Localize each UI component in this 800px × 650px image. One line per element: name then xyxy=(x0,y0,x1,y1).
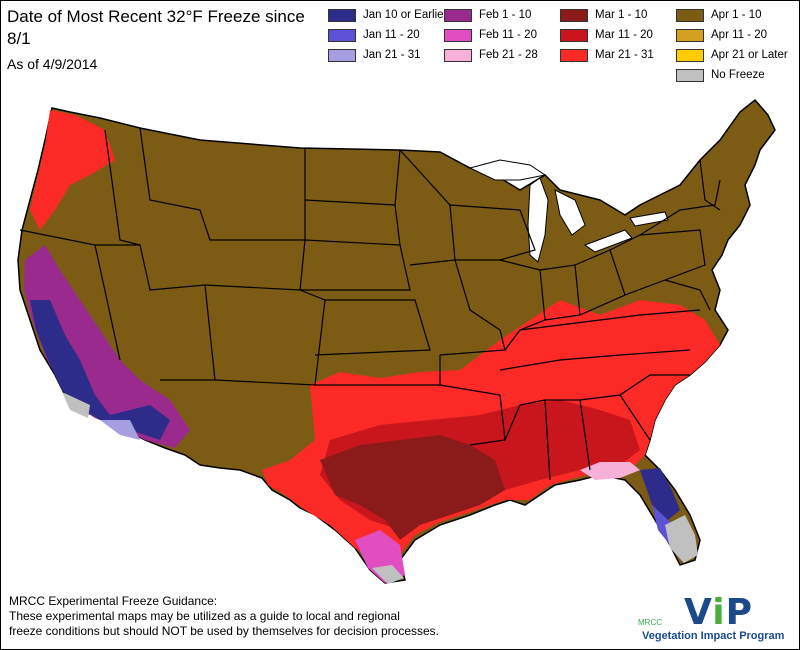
region-ca-nofreeze xyxy=(62,392,90,418)
legend-label: Feb 1 - 10 xyxy=(479,9,532,21)
legend-label: Jan 10 or Earlier xyxy=(363,9,448,21)
vip-logo: MRCC ViP Vegetation Impact Program xyxy=(628,592,796,646)
legend-item: Feb 11 - 20 xyxy=(444,28,537,42)
region-fl-nofreeze xyxy=(665,515,698,563)
legend-label: Feb 11 - 20 xyxy=(479,29,537,41)
footer-text-2: freeze conditions but should NOT be used… xyxy=(9,624,440,638)
legend-item: Mar 11 - 20 xyxy=(560,28,653,42)
legend-item: Jan 10 or Earlier xyxy=(328,8,447,22)
legend-item: Mar 21 - 31 xyxy=(560,48,654,62)
logo-org: MRCC xyxy=(638,618,662,627)
legend-item: Jan 21 - 31 xyxy=(328,48,421,62)
legend-item: Apr 1 - 10 xyxy=(676,8,762,22)
legend-item: Jan 11 - 20 xyxy=(328,28,420,42)
lake-superior xyxy=(468,159,547,181)
map-date: As of 4/9/2014 xyxy=(7,56,98,72)
legend-swatch xyxy=(560,8,588,22)
region-mar1 xyxy=(320,435,505,540)
legend-label: Apr 11 - 20 xyxy=(711,29,768,41)
region-ca-jan xyxy=(30,300,170,440)
legend-swatch xyxy=(676,48,704,62)
logo-letter-p: P xyxy=(725,592,753,633)
legend-item: No Freeze xyxy=(676,68,765,82)
legend-swatch xyxy=(444,28,472,42)
legend-swatch xyxy=(328,8,356,22)
legend-item: Apr 11 - 20 xyxy=(676,28,767,42)
legend-swatch xyxy=(328,28,356,42)
legend-label: Jan 11 - 20 xyxy=(363,29,420,41)
map-title: Date of Most Recent 32°F Freeze since 8/… xyxy=(7,7,305,48)
legend-item: Feb 21 - 28 xyxy=(444,48,538,62)
legend-swatch xyxy=(676,68,704,82)
legend-label: Apr 1 - 10 xyxy=(711,9,762,21)
logo-wordmark: ViP xyxy=(684,592,753,633)
region-nw-red xyxy=(30,110,115,230)
region-feb21-gulf xyxy=(580,462,640,480)
legend-swatch xyxy=(560,48,588,62)
legend-item: Feb 1 - 10 xyxy=(444,8,531,22)
lake-huron xyxy=(554,189,586,236)
legend-swatch xyxy=(676,8,704,22)
state-borders xyxy=(19,127,721,481)
logo-letter-v: V xyxy=(684,592,713,633)
legend-swatch xyxy=(560,28,588,42)
legend-label: Mar 11 - 20 xyxy=(595,29,653,41)
region-ca-jan21 xyxy=(100,420,140,440)
footer-text-1: These experimental maps may be utilized … xyxy=(9,609,400,623)
title-block: Date of Most Recent 32°F Freeze since 8/… xyxy=(7,6,317,72)
legend-swatch xyxy=(328,48,356,62)
legend-label: Jan 21 - 31 xyxy=(363,49,421,61)
legend-swatch xyxy=(676,28,704,42)
legend-swatch xyxy=(444,8,472,22)
region-ca-feb xyxy=(24,245,190,448)
logo-letter-i: i xyxy=(712,592,726,633)
legend-item: Mar 1 - 10 xyxy=(560,8,647,22)
footer: MRCC Experimental Freeze Guidance: These… xyxy=(9,594,439,639)
legend: Jan 10 or Earlier Jan 11 - 20 Jan 21 - 31 F… xyxy=(328,8,798,88)
lake-michigan xyxy=(527,177,549,263)
region-fl-jan xyxy=(640,468,680,520)
region-nofreeze-tx xyxy=(372,565,404,584)
lake-erie xyxy=(583,229,633,253)
footer-heading: MRCC Experimental Freeze Guidance: xyxy=(9,594,218,608)
legend-swatch xyxy=(444,48,472,62)
legend-item: Apr 21 or Later xyxy=(676,48,788,62)
legend-label: Feb 21 - 28 xyxy=(479,49,538,61)
legend-label: Mar 1 - 10 xyxy=(595,9,648,21)
legend-label: No Freeze xyxy=(711,69,765,81)
legend-label: Mar 21 - 31 xyxy=(595,49,654,61)
logo-subtitle: Vegetation Impact Program xyxy=(642,630,785,642)
legend-label: Apr 21 or Later xyxy=(711,49,788,61)
lake-ontario xyxy=(629,211,669,227)
